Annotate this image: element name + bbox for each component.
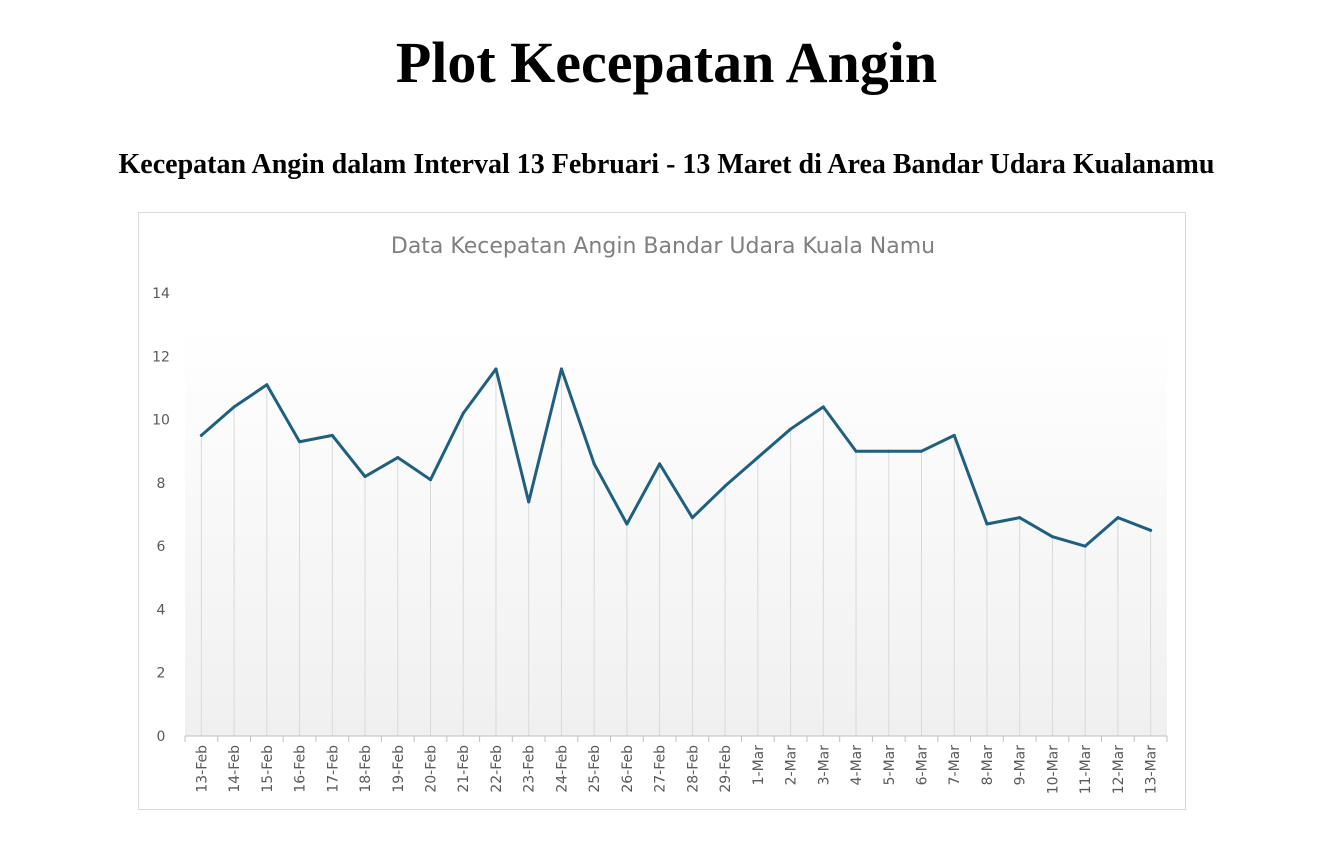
x-tick-label: 18-Feb — [358, 745, 374, 793]
x-tick-label: 16-Feb — [293, 745, 309, 793]
data-point — [756, 456, 760, 460]
x-tick-label: 24-Feb — [554, 745, 570, 793]
data-point — [363, 475, 367, 479]
data-point — [461, 411, 465, 415]
x-tick-label: 1-Mar — [751, 745, 767, 786]
data-point — [1018, 516, 1022, 520]
page-subtitle: Kecepatan Angin dalam Interval 13 Februa… — [118, 149, 1215, 180]
x-tick-label: 15-Feb — [260, 745, 276, 793]
x-tick-label: 7-Mar — [947, 745, 963, 786]
data-point — [821, 405, 825, 409]
data-point — [1149, 528, 1153, 532]
data-point — [1083, 544, 1087, 548]
x-tick-label: 28-Feb — [685, 745, 701, 793]
page-title: Plot Kecepatan Angin — [395, 30, 938, 95]
data-point — [232, 405, 236, 409]
y-tick-label: 8 — [157, 476, 166, 492]
x-tick-label: 26-Feb — [620, 745, 636, 793]
x-tick-label: 13-Feb — [194, 745, 210, 793]
data-point — [494, 367, 498, 371]
data-point — [429, 478, 432, 482]
data-point — [1116, 516, 1120, 520]
tick-labels: 0 2 4 6 8 10 12 14 13-Feb 14-Feb 15-Feb 16-Feb 17-Fe… — [152, 286, 1160, 794]
x-tick-label: 21-Feb — [456, 745, 472, 793]
x-tick-label: 29-Feb — [718, 745, 734, 793]
x-tick-label: 13-Mar — [1144, 745, 1160, 795]
y-tick-label: 12 — [152, 349, 170, 365]
data-point — [592, 462, 596, 466]
data-point — [396, 456, 400, 460]
y-tick-label: 6 — [157, 539, 166, 555]
data-point — [887, 449, 891, 453]
line-chart: 0 2 4 6 8 10 12 14 13-Feb 14-Feb 15-Feb 16-Feb 17-Fe… — [152, 234, 1168, 794]
data-point — [1050, 535, 1054, 539]
x-tick-label: 14-Feb — [227, 745, 243, 793]
x-tick-label: 20-Feb — [424, 745, 440, 793]
x-tick-label: 23-Feb — [522, 745, 538, 793]
x-tick-label: 25-Feb — [587, 745, 603, 793]
x-tick-label: 6-Mar — [915, 745, 931, 786]
gridlines — [200, 368, 1152, 736]
x-tick-label: 17-Feb — [325, 745, 341, 793]
plot-area — [185, 325, 1167, 736]
data-point — [658, 462, 662, 466]
x-tick-label: 9-Mar — [1013, 745, 1029, 786]
axes — [184, 735, 1168, 742]
data-point — [199, 433, 203, 437]
x-tick-label: 10-Mar — [1045, 745, 1061, 795]
y-tick-label: 2 — [157, 666, 166, 682]
y-tick-label: 10 — [152, 413, 170, 429]
data-point — [920, 449, 923, 453]
x-tick-label: 22-Feb — [489, 745, 505, 793]
data-point — [298, 440, 302, 444]
series-line — [199, 367, 1153, 548]
data-point — [527, 500, 531, 504]
x-tick-label: 12-Mar — [1111, 745, 1127, 795]
data-point — [789, 427, 793, 431]
y-tick-label: 14 — [152, 286, 170, 302]
series — [199, 367, 1153, 548]
x-tick-label: 11-Mar — [1078, 745, 1094, 795]
chart-title: Data Kecepatan Angin Bandar Udara Kuala … — [391, 234, 935, 259]
x-tick-label: 3-Mar — [816, 745, 832, 786]
data-point — [625, 522, 629, 526]
data-point — [559, 367, 563, 371]
chart-container: 0 2 4 6 8 10 12 14 13-Feb 14-Feb 15-Feb 16-Feb 17-Fe… — [138, 212, 1186, 810]
x-tick-label: 27-Feb — [653, 745, 669, 793]
x-tick-label: 2-Mar — [784, 745, 800, 786]
x-tick-label: 5-Mar — [882, 745, 898, 786]
y-tick-label: 4 — [157, 602, 166, 618]
y-tick-label: 0 — [157, 729, 166, 745]
data-point — [723, 484, 727, 488]
x-tick-label: 8-Mar — [980, 745, 996, 786]
data-point — [985, 522, 989, 526]
data-point — [952, 433, 956, 437]
data-point — [854, 449, 858, 453]
data-point — [690, 516, 694, 520]
x-tick-label: 19-Feb — [391, 745, 407, 793]
data-point — [265, 383, 269, 387]
x-tick-label: 4-Mar — [849, 745, 865, 786]
data-point — [330, 433, 334, 437]
